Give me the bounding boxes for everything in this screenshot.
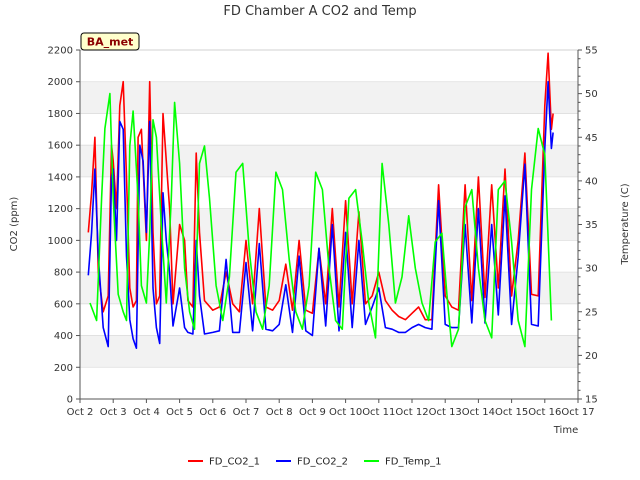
x-tick-label: Oct 15 <box>495 407 528 418</box>
legend-label-FD_CO2_1: FD_CO2_1 <box>209 457 260 468</box>
y-tick-label: 400 <box>54 331 73 342</box>
x-axis-title: Time <box>553 425 578 436</box>
y-tick-label: 600 <box>54 299 73 310</box>
grid-band <box>80 81 578 114</box>
x-tick-label: Oct 12 <box>395 407 428 418</box>
y-axis-title: CO2 (ppm) <box>9 197 20 252</box>
y2-tick-label: 15 <box>585 395 598 406</box>
x-tick-label: Oct 4 <box>133 407 160 418</box>
horizontal-bands <box>80 81 578 368</box>
y2-axis-title: Temperature (C) <box>620 183 631 265</box>
y2-tick-label: 55 <box>585 46 598 57</box>
y-tick-label: 200 <box>54 363 73 374</box>
series-line-FD_Temp_1 <box>89 92 553 348</box>
x-tick-label: Oct 7 <box>233 407 260 418</box>
badge-label: BA_met <box>87 36 134 49</box>
series-line-FD_CO2_2 <box>87 80 554 350</box>
y2-tick-label: 45 <box>585 133 598 144</box>
badge: BA_met <box>80 32 140 51</box>
x-tick-label: Oct 8 <box>266 407 293 418</box>
x-tick-label: Oct 10 <box>329 407 362 418</box>
x-tick-label: Oct 6 <box>199 407 226 418</box>
y-tick-label: 1400 <box>48 172 73 183</box>
x-tick-label: Oct 3 <box>100 407 127 418</box>
x-tick-label: Oct 9 <box>299 407 326 418</box>
y2-tick-label: 20 <box>585 351 598 362</box>
y-tick-label: 0 <box>67 395 73 406</box>
y2-tick-label: 50 <box>585 89 598 100</box>
legend-label-FD_CO2_2: FD_CO2_2 <box>297 457 348 468</box>
grid-band <box>80 145 578 177</box>
x-tick-label: Oct 13 <box>429 407 462 418</box>
chart-title: FD Chamber A CO2 and Temp <box>223 4 416 19</box>
grid-band <box>80 335 578 368</box>
y2-tick-label: 40 <box>585 176 598 187</box>
badge-box <box>80 32 140 51</box>
y-tick-label: 1600 <box>48 141 73 152</box>
x-tick-label: Oct 11 <box>362 407 395 418</box>
x-tick-label: Oct 5 <box>166 407 193 418</box>
x-tick-label: Oct 16 <box>528 407 561 418</box>
axes: 0 200 400 600 800 1000 1200 1400 1600 1800 2000 220… <box>48 46 598 419</box>
y-tick-label: 800 <box>54 268 73 279</box>
series-line-FD_CO2_1 <box>87 52 554 321</box>
series-layer <box>87 52 554 350</box>
y-tick-label: 1000 <box>48 236 73 247</box>
y-tick-label: 1200 <box>48 204 73 215</box>
x-tick-label: Oct 2 <box>67 407 94 418</box>
x-tick-label: Oct 14 <box>462 407 495 418</box>
legend: FD_CO2_1 FD_CO2_2 FD_Temp_1 <box>188 457 441 468</box>
y2-tick-label: 25 <box>585 307 598 318</box>
y-tick-label: 2000 <box>48 77 73 88</box>
legend-label-FD_Temp_1: FD_Temp_1 <box>385 457 441 468</box>
y2-tick-label: 30 <box>585 264 598 275</box>
y2-tick-label: 35 <box>585 220 598 231</box>
y-tick-label: 1800 <box>48 109 73 120</box>
y-tick-label: 2200 <box>48 46 73 57</box>
x-tick-label: Oct 17 <box>561 407 594 418</box>
